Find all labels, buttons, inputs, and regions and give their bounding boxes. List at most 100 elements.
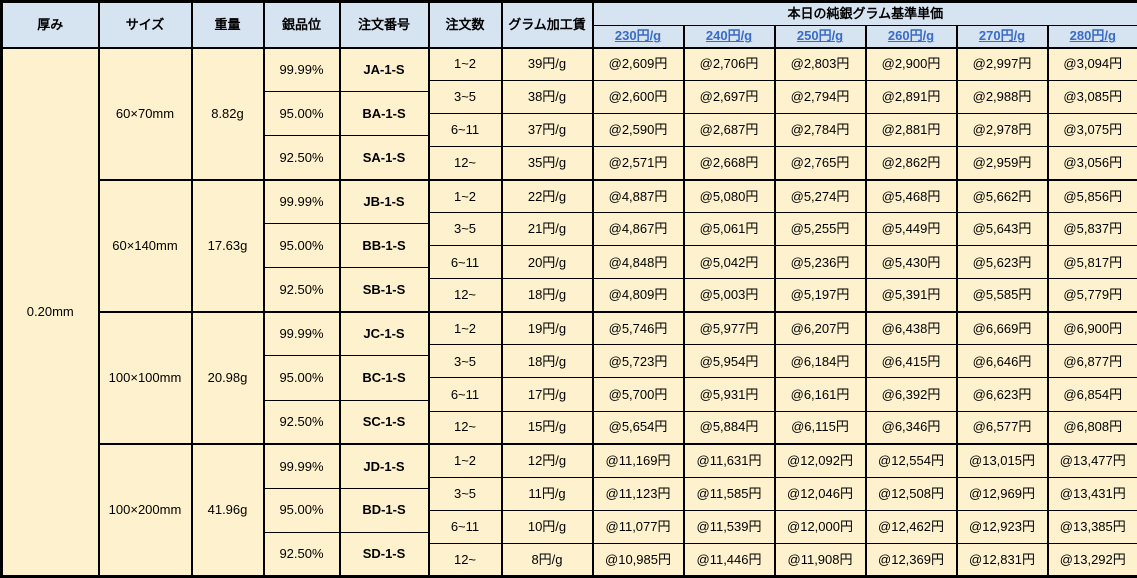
price-cell: @12,000円 bbox=[773, 509, 867, 544]
qty-cell: 12~ bbox=[427, 278, 503, 313]
order-number-link[interactable]: JA-1-S bbox=[338, 46, 430, 93]
price-cell: @2,803円 bbox=[773, 46, 867, 82]
price-cell: @2,697円 bbox=[682, 80, 776, 115]
price-cell: @5,884円 bbox=[682, 410, 776, 445]
qty-cell: 3~5 bbox=[427, 212, 503, 247]
price-cell: @5,856円 bbox=[1046, 178, 1137, 214]
price-cell: @12,092円 bbox=[773, 443, 867, 478]
price-cell: @13,431円 bbox=[1046, 476, 1137, 511]
price-col-header[interactable]: 240円/g bbox=[682, 25, 776, 49]
price-cell: @5,274円 bbox=[773, 178, 867, 214]
price-cell: @2,794円 bbox=[773, 80, 867, 115]
price-cell: @12,046円 bbox=[773, 476, 867, 511]
price-cell: @6,415円 bbox=[864, 344, 958, 379]
price-cell: @2,988円 bbox=[955, 80, 1049, 115]
price-cell: @5,623円 bbox=[955, 245, 1049, 280]
price-cell: @6,207円 bbox=[773, 310, 867, 346]
price-cell: @2,668円 bbox=[682, 146, 776, 181]
order-number-link[interactable]: SC-1-S bbox=[338, 399, 430, 445]
order-number-link[interactable]: BD-1-S bbox=[338, 487, 430, 533]
order-number-link[interactable]: SB-1-S bbox=[338, 267, 430, 313]
price-cell: @11,123円 bbox=[591, 476, 685, 511]
qty-cell: 12~ bbox=[427, 410, 503, 445]
purity-cell: 92.50% bbox=[262, 531, 341, 578]
order-number-link[interactable]: SD-1-S bbox=[338, 531, 430, 578]
price-cell: @5,779円 bbox=[1046, 278, 1137, 313]
size-cell: 100×200mm bbox=[97, 443, 193, 578]
fee-cell: 22円/g bbox=[500, 178, 594, 214]
price-cell: @5,837円 bbox=[1046, 212, 1137, 247]
price-cell: @2,997円 bbox=[955, 46, 1049, 82]
col-header-thickness: 厚み bbox=[0, 1, 100, 49]
price-cell: @4,867円 bbox=[591, 212, 685, 247]
fee-cell: 11円/g bbox=[500, 476, 594, 511]
price-cell: @11,908円 bbox=[773, 542, 867, 578]
fee-cell: 15円/g bbox=[500, 410, 594, 445]
price-cell: @2,862円 bbox=[864, 146, 958, 181]
price-cell: @5,255円 bbox=[773, 212, 867, 247]
price-cell: @13,292円 bbox=[1046, 542, 1137, 578]
price-cell: @11,169円 bbox=[591, 443, 685, 478]
order-number-link[interactable]: JC-1-S bbox=[338, 310, 430, 357]
price-cell: @3,056円 bbox=[1046, 146, 1137, 181]
fee-cell: 38円/g bbox=[500, 80, 594, 115]
price-cell: @3,075円 bbox=[1046, 113, 1137, 148]
price-cell: @2,891円 bbox=[864, 80, 958, 115]
price-cell: @6,161円 bbox=[773, 377, 867, 412]
price-cell: @5,700円 bbox=[591, 377, 685, 412]
price-cell: @6,900円 bbox=[1046, 310, 1137, 346]
qty-cell: 6~11 bbox=[427, 245, 503, 280]
col-header-size: サイズ bbox=[97, 1, 193, 49]
qty-cell: 1~2 bbox=[427, 46, 503, 82]
price-col-header[interactable]: 230円/g bbox=[591, 25, 685, 49]
price-cell: @12,462円 bbox=[864, 509, 958, 544]
price-col-header[interactable]: 260円/g bbox=[864, 25, 958, 49]
price-cell: @13,015円 bbox=[955, 443, 1049, 478]
order-number-link[interactable]: SA-1-S bbox=[338, 135, 430, 181]
price-cell: @4,809円 bbox=[591, 278, 685, 313]
qty-cell: 3~5 bbox=[427, 476, 503, 511]
price-cell: @2,784円 bbox=[773, 113, 867, 148]
price-cell: @2,609円 bbox=[591, 46, 685, 82]
price-cell: @5,723円 bbox=[591, 344, 685, 379]
price-cell: @5,977円 bbox=[682, 310, 776, 346]
weight-cell: 17.63g bbox=[190, 178, 265, 313]
order-number-link[interactable]: JB-1-S bbox=[338, 178, 430, 225]
price-cell: @5,746円 bbox=[591, 310, 685, 346]
price-cell: @2,687円 bbox=[682, 113, 776, 148]
order-number-link[interactable]: BA-1-S bbox=[338, 91, 430, 137]
price-cell: @5,197円 bbox=[773, 278, 867, 313]
qty-cell: 6~11 bbox=[427, 509, 503, 544]
purity-cell: 92.50% bbox=[262, 135, 341, 181]
order-number-link[interactable]: JD-1-S bbox=[338, 443, 430, 489]
purity-cell: 99.99% bbox=[262, 46, 341, 93]
order-number-link[interactable]: BB-1-S bbox=[338, 223, 430, 269]
purity-cell: 99.99% bbox=[262, 310, 341, 357]
weight-cell: 8.82g bbox=[190, 46, 265, 181]
price-cell: @5,430円 bbox=[864, 245, 958, 280]
price-cell: @3,085円 bbox=[1046, 80, 1137, 115]
price-col-header[interactable]: 280円/g bbox=[1046, 25, 1137, 49]
order-number-link[interactable]: BC-1-S bbox=[338, 355, 430, 401]
qty-cell: 12~ bbox=[427, 542, 503, 578]
price-cell: @5,061円 bbox=[682, 212, 776, 247]
weight-cell: 41.96g bbox=[190, 443, 265, 578]
price-cell: @2,959円 bbox=[955, 146, 1049, 181]
qty-cell: 1~2 bbox=[427, 310, 503, 346]
price-cell: @12,831円 bbox=[955, 542, 1049, 578]
price-cell: @11,077円 bbox=[591, 509, 685, 544]
qty-cell: 6~11 bbox=[427, 113, 503, 148]
price-col-header[interactable]: 270円/g bbox=[955, 25, 1049, 49]
price-cell: @5,643円 bbox=[955, 212, 1049, 247]
price-cell: @10,985円 bbox=[591, 542, 685, 578]
col-header-weight: 重量 bbox=[190, 1, 265, 49]
price-cell: @2,590円 bbox=[591, 113, 685, 148]
purity-cell: 99.99% bbox=[262, 178, 341, 225]
price-col-header[interactable]: 250円/g bbox=[773, 25, 867, 49]
price-cell: @5,449円 bbox=[864, 212, 958, 247]
price-cell: @12,369円 bbox=[864, 542, 958, 578]
price-cell: @6,392円 bbox=[864, 377, 958, 412]
price-cell: @4,848円 bbox=[591, 245, 685, 280]
price-cell: @5,236円 bbox=[773, 245, 867, 280]
